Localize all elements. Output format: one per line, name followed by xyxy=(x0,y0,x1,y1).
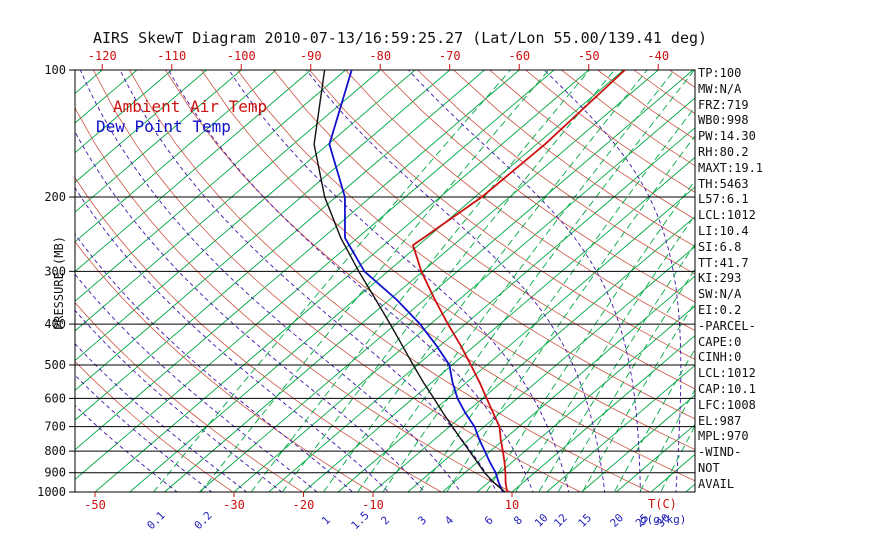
pressure-tick-label: 500 xyxy=(44,358,66,372)
chart-title: AIRS SkewT Diagram 2010-07-13/16:59:25.2… xyxy=(92,29,708,47)
stats-line: L57:6.1 xyxy=(698,192,749,207)
stats-line: PW:14.30 xyxy=(698,129,756,144)
stats-line: TH:5463 xyxy=(698,176,749,191)
pressure-tick-label: 900 xyxy=(44,466,66,480)
stats-line: KI:293 xyxy=(698,271,742,286)
bottom-temp-tick-label: -50 xyxy=(84,498,106,512)
dry-adiabat-lines xyxy=(75,70,695,492)
mixing-ratio-label: 6 xyxy=(482,514,496,528)
stats-line: TT:41.7 xyxy=(698,255,749,270)
plot-frame xyxy=(74,69,696,493)
stats-line: NOT xyxy=(698,460,720,475)
mixing-ratio-label: 8 xyxy=(511,514,525,528)
stats-line: LFC:1008 xyxy=(698,397,756,412)
bottom-temp-tick-label: -10 xyxy=(362,498,384,512)
stats-panel: TP:100 MW:N/A FRZ:719 WB0:998 PW:14.30 RH:80.… xyxy=(698,66,763,493)
stats-line: CAP:10.1 xyxy=(698,381,756,396)
stats-line: LCL:1012 xyxy=(698,366,756,381)
stats-line: LI:10.4 xyxy=(698,223,749,238)
stats-line: AVAIL xyxy=(698,476,735,491)
mixing-ratio-labels: 0.1 0.2 1 1.5 2 3 4 6 8 10 12 15 20 25 30 xyxy=(144,509,672,532)
mixing-unit-label: g(g/kg) xyxy=(640,513,687,526)
stats-line: RH:80.2 xyxy=(698,144,749,159)
bottom-temp-tick-label: -20 xyxy=(293,498,315,512)
stats-line: EL:987 xyxy=(698,413,742,428)
legend-dew-point-temp: Dew Point Temp xyxy=(96,117,231,136)
top-temp-tick-label: -80 xyxy=(369,49,391,63)
stats-line: WB0:998 xyxy=(698,113,749,128)
parcel-trace-line xyxy=(313,70,506,492)
pressure-axis-label: PRESSURE (MB) xyxy=(52,236,66,330)
mixing-ratio-label: 1.5 xyxy=(349,509,372,532)
pressure-tick-label: 300 xyxy=(44,264,66,278)
top-temp-ticks: -120 -110 -100 -90 -80 -70 -60 -50 -40 xyxy=(88,49,669,70)
stats-line: CAPE:0 xyxy=(698,334,742,349)
top-temp-tick-label: -50 xyxy=(578,49,600,63)
top-temp-tick-label: -120 xyxy=(88,49,117,63)
top-temp-tick-label: -90 xyxy=(300,49,322,63)
pressure-tick-label: 100 xyxy=(44,63,66,77)
mixing-ratio-label: 0.1 xyxy=(144,509,167,532)
stats-line: FRZ:719 xyxy=(698,97,749,112)
stats-line: -WIND- xyxy=(698,445,742,460)
top-temp-tick-label: -100 xyxy=(227,49,256,63)
mixing-ratio-label: 0.2 xyxy=(192,509,215,532)
pressure-tick-label: 1000 xyxy=(37,485,66,499)
profile-lines xyxy=(313,70,626,492)
pressure-tick-label: 800 xyxy=(44,444,66,458)
stats-line: SW:N/A xyxy=(698,287,742,302)
mixing-ratio-label: 4 xyxy=(442,513,456,527)
top-temp-tick-label: -110 xyxy=(157,49,186,63)
mixing-ratio-label: 2 xyxy=(378,514,392,528)
stats-line: SI:6.8 xyxy=(698,239,742,254)
stats-line: TP:100 xyxy=(698,66,742,80)
top-temp-tick-label: -40 xyxy=(647,49,669,63)
stats-line: -PARCEL- xyxy=(698,318,756,333)
stats-line: CINH:0 xyxy=(698,350,742,365)
mixing-ratio-label: 10 xyxy=(532,511,551,530)
top-temp-tick-label: -60 xyxy=(508,49,530,63)
mixing-ratio-label: 20 xyxy=(608,511,627,530)
bottom-temp-tick-label: 10 xyxy=(505,498,519,512)
temp-unit-label: T(C) xyxy=(648,497,677,511)
dew-point-temp-line xyxy=(328,70,504,492)
bottom-temp-tick-label: -30 xyxy=(223,498,245,512)
pressure-tick-label: 700 xyxy=(44,420,66,434)
stats-line: MPL:970 xyxy=(698,429,749,444)
isotherm-lines xyxy=(75,70,695,492)
mixing-ratio-label: 1 xyxy=(319,514,333,528)
mixing-ratio-label: 12 xyxy=(551,511,570,530)
stats-line: LCL:1012 xyxy=(698,208,756,223)
pressure-tick-label: 600 xyxy=(44,391,66,405)
ambient-air-temp-line xyxy=(411,70,626,492)
mixing-ratio-label: 3 xyxy=(415,514,429,528)
background-grid xyxy=(75,70,695,492)
legend-ambient-air-temp: Ambient Air Temp xyxy=(113,97,268,116)
stats-line: EI:0.2 xyxy=(698,302,742,317)
moist-adiabat-lines xyxy=(75,70,682,492)
pressure-tick-label: 200 xyxy=(44,190,66,204)
top-temp-tick-label: -70 xyxy=(439,49,461,63)
mixing-ratio-label: 15 xyxy=(576,511,595,530)
stats-line: MAXT:19.1 xyxy=(698,160,764,175)
bottom-temp-ticks: -50 -30 -20 -10 10 xyxy=(84,492,519,512)
stats-line: MW:N/A xyxy=(698,81,742,96)
pressure-tick-label: 400 xyxy=(44,317,66,331)
